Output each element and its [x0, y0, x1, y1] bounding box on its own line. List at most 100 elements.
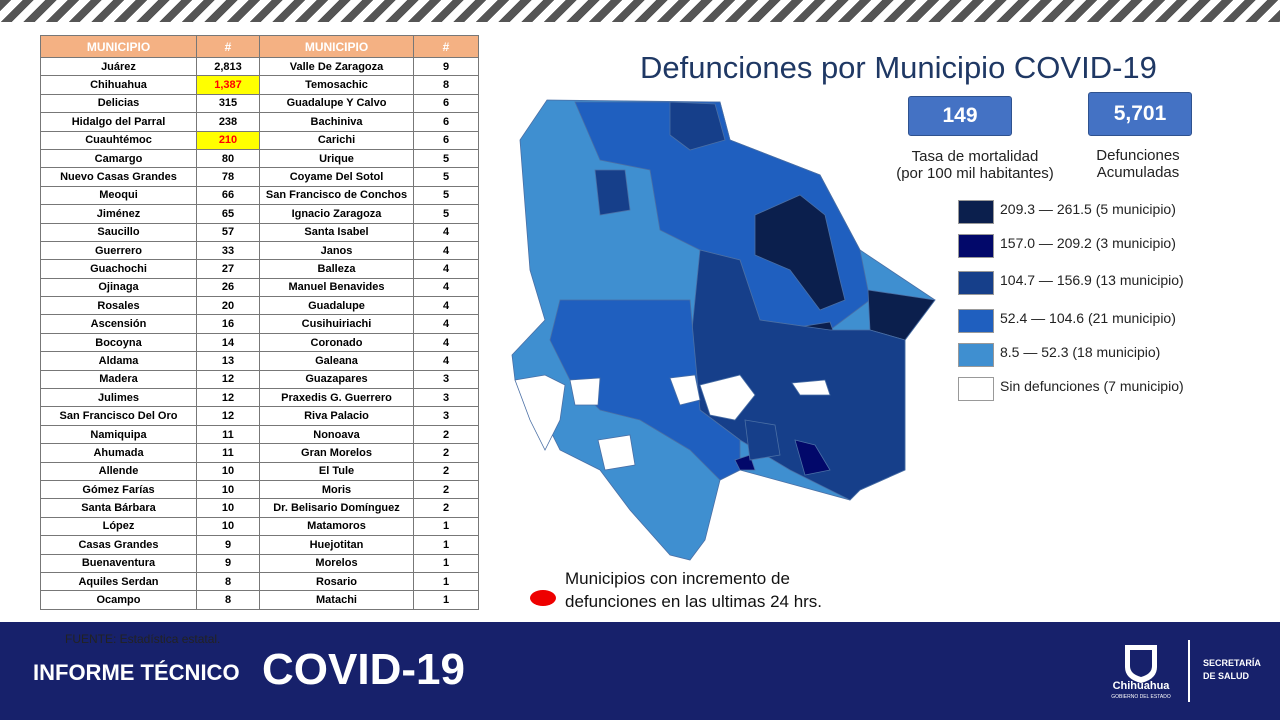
mortality-rate-label: Tasa de mortalidad (por 100 mil habitant… — [896, 148, 1054, 182]
legend-label: 52.4 — 104.6 (21 municipio) — [1000, 310, 1176, 326]
legend-swatch — [958, 309, 994, 333]
death-count: 20 — [196, 296, 260, 316]
municipality: Delicias — [40, 93, 197, 114]
gov-name: Chihuahua — [1112, 680, 1170, 692]
death-count: 66 — [196, 185, 260, 206]
municipality: Madera — [40, 369, 197, 390]
municipality: Aquiles Serdan — [40, 571, 197, 592]
gov-logo — [1125, 645, 1157, 683]
map-region — [514, 374, 566, 451]
legend-label: Sin defunciones (7 municipio) — [1000, 378, 1184, 394]
death-count: 80 — [196, 148, 260, 169]
death-count: 2 — [413, 498, 479, 518]
death-count: 9 — [413, 56, 479, 77]
municipality: Santa Bárbara — [40, 498, 197, 518]
table-row: Ahumada 11 Gran Morelos 2 — [40, 443, 479, 463]
municipality: Chihuahua — [40, 75, 197, 95]
dept-line: SECRETARÍA — [1203, 658, 1261, 668]
death-count: 12 — [196, 406, 260, 426]
table-row: Hidalgo del Parral 238 Bachiniva 6 — [40, 112, 479, 132]
municipality: Riva Palacio — [259, 406, 414, 426]
legend-swatch — [958, 200, 994, 224]
municipality: Matachi — [259, 590, 414, 610]
municipality: Coronado — [259, 332, 414, 353]
table-row: Camargo 80 Urique 5 — [40, 148, 479, 169]
death-count: 4 — [413, 296, 479, 316]
municipality: Urique — [259, 148, 414, 169]
table-row: Namiquipa 11 Nonoava 2 — [40, 424, 479, 445]
table-row: Meoqui 66 San Francisco de Conchos 5 — [40, 185, 479, 206]
table-row: Julimes 12 Praxedis G. Guerrero 3 — [40, 388, 479, 408]
death-count: 13 — [196, 351, 260, 371]
municipality: Gómez Farías — [40, 479, 197, 500]
table-row: Casas Grandes 9 Huejotitan 1 — [40, 535, 479, 555]
death-count: 14 — [196, 332, 260, 353]
legend-swatch — [958, 271, 994, 295]
header-row: MUNICIPIO # MUNICIPIO # — [40, 35, 479, 58]
death-count: 2 — [413, 443, 479, 463]
municipality: Balleza — [259, 259, 414, 279]
municipality: Bachiniva — [259, 112, 414, 132]
deaths-table: MUNICIPIO # MUNICIPIO # Juárez 2,813 Valle De … — [40, 35, 479, 610]
death-count: 12 — [196, 369, 260, 390]
municipality: Rosario — [259, 571, 414, 592]
death-count: 315 — [196, 93, 260, 114]
table-row: Aquiles Serdan 8 Rosario 1 — [40, 571, 479, 592]
map-region — [669, 374, 701, 406]
municipality: Gran Morelos — [259, 443, 414, 463]
legend-label: 8.5 — 52.3 (18 municipio) — [1000, 344, 1161, 360]
municipality: Ojinaga — [40, 277, 197, 298]
death-count: 6 — [413, 112, 479, 132]
municipality: Rosales — [40, 296, 197, 316]
municipality: Bocoyna — [40, 332, 197, 353]
death-count: 3 — [413, 406, 479, 426]
mortality-rate: 149 — [908, 96, 1012, 136]
municipality: Coyame Del Sotol — [259, 167, 414, 187]
map-region — [669, 101, 726, 151]
municipality: Guadalupe — [259, 296, 414, 316]
column-header: MUNICIPIO — [259, 35, 414, 58]
map-region — [569, 377, 601, 406]
table-row: Cuauhtémoc 210 Carichi 6 — [40, 130, 479, 150]
column-header: MUNICIPIO — [40, 35, 197, 58]
table-row: Ocampo 8 Matachi 1 — [40, 590, 479, 610]
municipality: Manuel Benavides — [259, 277, 414, 298]
table-row: Delicias 315 Guadalupe Y Calvo 6 — [40, 93, 479, 114]
death-count: 6 — [413, 130, 479, 150]
legend-label: 104.7 — 156.9 (13 municipio) — [1000, 272, 1184, 288]
municipality: Praxedis G. Guerrero — [259, 388, 414, 408]
death-count: 3 — [413, 388, 479, 408]
death-count: 4 — [413, 240, 479, 261]
municipality: Ocampo — [40, 590, 197, 610]
total-deaths: 5,701 — [1088, 92, 1192, 136]
death-count: 9 — [196, 535, 260, 555]
municipality: Saucillo — [40, 222, 197, 242]
municipality: Carichi — [259, 130, 414, 150]
municipality: Moris — [259, 479, 414, 500]
municipality: Hidalgo del Parral — [40, 112, 197, 132]
municipality: Galeana — [259, 351, 414, 371]
death-count: 5 — [413, 185, 479, 206]
death-count: 10 — [196, 479, 260, 500]
municipality: Morelos — [259, 553, 414, 573]
table-row: Chihuahua 1,387 Temosachic 8 — [40, 75, 479, 95]
table-row: Aldama 13 Galeana 4 — [40, 351, 479, 371]
death-count: 5 — [413, 148, 479, 169]
table-row: Rosales 20 Guadalupe 4 — [40, 296, 479, 316]
municipality: Namiquipa — [40, 424, 197, 445]
municipality: Allende — [40, 461, 197, 481]
municipality: Matamoros — [259, 516, 414, 537]
death-count: 1 — [413, 590, 479, 610]
top-stripe — [0, 0, 1280, 22]
death-count: 33 — [196, 240, 260, 261]
death-count: 65 — [196, 204, 260, 224]
death-count: 10 — [196, 516, 260, 537]
municipality: Nonoava — [259, 424, 414, 445]
municipality: Buenaventura — [40, 553, 197, 573]
municipality: Guadalupe Y Calvo — [259, 93, 414, 114]
death-count: 2 — [413, 461, 479, 481]
title: Defunciones por Municipio COVID-19 — [640, 50, 1157, 85]
death-count: 9 — [196, 553, 260, 573]
map-region — [597, 434, 636, 471]
death-count: 1 — [413, 516, 479, 537]
